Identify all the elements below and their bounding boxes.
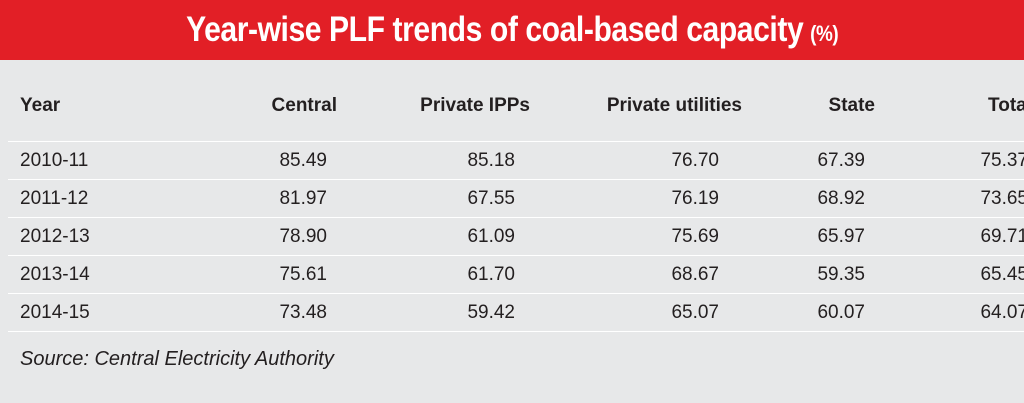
- table-header-row: Year Central Private IPPs Private utilit…: [8, 60, 1024, 142]
- cell-private-utilities: 65.07: [530, 293, 758, 332]
- table-row: 2014-15 73.48 59.42 65.07 60.07 64.07: [8, 293, 1024, 332]
- cell-year: 2014-15: [8, 293, 210, 332]
- title-banner: Year-wise PLF trends of coal-based capac…: [0, 0, 1024, 60]
- column-header-central: Central: [271, 94, 337, 116]
- cell-private-ipps: 59.42: [337, 293, 530, 332]
- page-title: Year-wise PLF trends of coal-based capac…: [185, 10, 839, 50]
- cell-private-utilities: 68.67: [530, 255, 758, 294]
- cell-year: 2010-11: [8, 141, 210, 180]
- column-header-total: Total: [988, 94, 1024, 116]
- column-header-private-utilities: Private utilities: [606, 94, 742, 116]
- cell-total: 64.07: [875, 293, 1024, 332]
- cell-state: 65.97: [758, 217, 875, 256]
- table-row: 2011-12 81.97 67.55 76.19 68.92 73.65: [8, 179, 1024, 218]
- column-header-year: Year: [20, 94, 61, 116]
- title-text: Year-wise PLF trends of coal-based capac…: [185, 10, 804, 49]
- source-note: Source: Central Electricity Authority: [20, 348, 334, 370]
- cell-state: 59.35: [758, 255, 875, 294]
- cell-private-utilities: 76.19: [530, 179, 758, 218]
- plf-table-container: Year Central Private IPPs Private utilit…: [8, 60, 1024, 332]
- cell-total: 69.71: [875, 217, 1024, 256]
- table-row: 2012-13 78.90 61.09 75.69 65.97 69.71: [8, 217, 1024, 256]
- cell-state: 68.92: [758, 179, 875, 218]
- plf-table: Year Central Private IPPs Private utilit…: [8, 60, 1024, 332]
- table-row: 2010-11 85.49 85.18 76.70 67.39 75.37: [8, 141, 1024, 180]
- cell-total: 65.45: [875, 255, 1024, 294]
- cell-total: 73.65: [875, 179, 1024, 218]
- table-row: 2013-14 75.61 61.70 68.67 59.35 65.45: [8, 255, 1024, 294]
- cell-state: 67.39: [758, 141, 875, 180]
- cell-private-utilities: 75.69: [530, 217, 758, 256]
- cell-central: 81.97: [210, 179, 337, 218]
- cell-central: 85.49: [210, 141, 337, 180]
- cell-year: 2013-14: [8, 255, 210, 294]
- cell-central: 75.61: [210, 255, 337, 294]
- cell-year: 2012-13: [8, 217, 210, 256]
- cell-private-ipps: 67.55: [337, 179, 530, 218]
- title-unit: (%): [809, 21, 839, 46]
- cell-year: 2011-12: [8, 179, 210, 218]
- cell-private-ipps: 61.70: [337, 255, 530, 294]
- cell-private-utilities: 76.70: [530, 141, 758, 180]
- cell-state: 60.07: [758, 293, 875, 332]
- cell-central: 78.90: [210, 217, 337, 256]
- column-header-state: State: [828, 94, 875, 116]
- cell-private-ipps: 85.18: [337, 141, 530, 180]
- cell-central: 73.48: [210, 293, 337, 332]
- column-header-private-ipps: Private IPPs: [420, 94, 530, 116]
- cell-private-ipps: 61.09: [337, 217, 530, 256]
- cell-total: 75.37: [875, 141, 1024, 180]
